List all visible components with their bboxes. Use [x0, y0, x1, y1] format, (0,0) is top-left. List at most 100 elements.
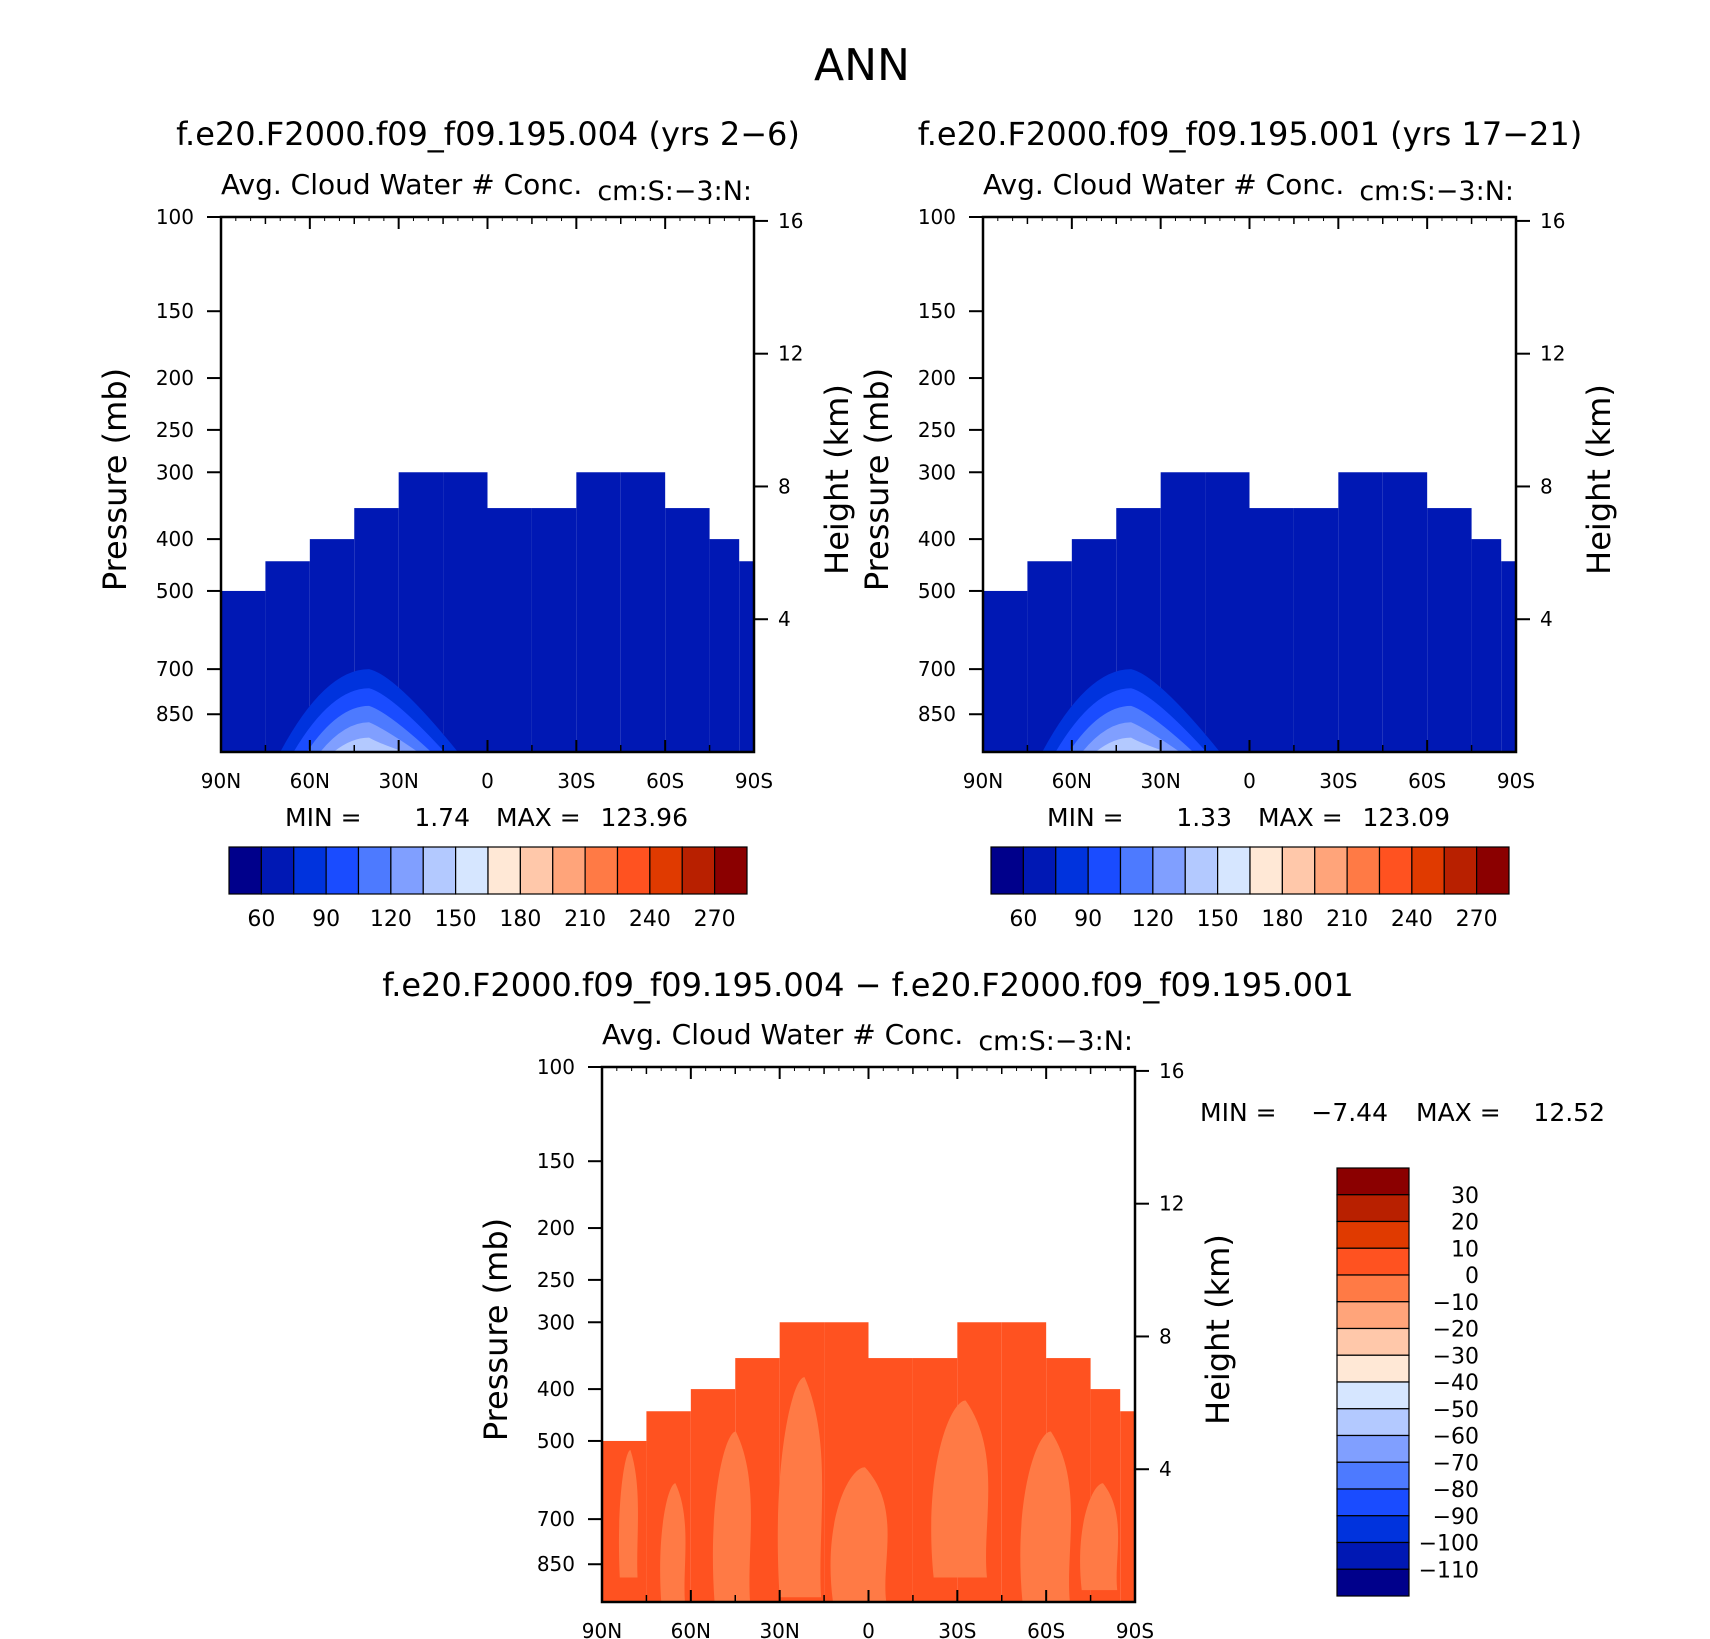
field-band [487, 508, 532, 752]
colorbar-label: −20 [1433, 1318, 1479, 1343]
colorbar-label: −60 [1433, 1425, 1479, 1450]
colorbar-swatch [487, 846, 521, 895]
y-right-axis-label: Height (km) [1580, 384, 1618, 575]
y-right-tick-label: 16 [1540, 209, 1565, 233]
colorbar-swatch [260, 846, 295, 895]
x-tick-label: 30S [938, 1619, 976, 1639]
colorbar-swatch [1336, 1327, 1410, 1356]
colorbar: 3020100−10−20−30−40−50−60−70−80−90−100−1… [1336, 1167, 1479, 1597]
y-tick-label: 850 [537, 1552, 575, 1576]
y-right-axis-label: Height (km) [1199, 1234, 1237, 1425]
x-tick-label: 30N [1140, 769, 1180, 793]
max-value: 123.96 [601, 803, 688, 832]
colorbar-label: 210 [1326, 907, 1368, 932]
chart-panel-1: 90N 60N 30N 0 30S 60S 90S 100 150 200 250 300 400 500… [96, 115, 856, 932]
colorbar-swatch [584, 846, 619, 895]
colorbar-swatch [1336, 1515, 1410, 1544]
chart-subtitle: Avg. Cloud Water # Conc. [221, 168, 582, 201]
colorbar-label: 180 [499, 907, 541, 932]
colorbar-swatch [681, 846, 716, 895]
x-tick-label: 60S [1408, 769, 1446, 793]
y-right-tick-label: 16 [1159, 1059, 1184, 1083]
field-band [576, 472, 621, 752]
contour-field [602, 1322, 1135, 1602]
field-contour-patch [660, 1483, 686, 1602]
y-tick-label: 100 [537, 1055, 575, 1079]
colorbar-swatch [1378, 846, 1413, 895]
y-tick-label: 500 [537, 1429, 575, 1453]
field-contour-patch [931, 1400, 989, 1578]
colorbar-label: 270 [694, 907, 736, 932]
colorbar-swatch [1022, 846, 1057, 895]
x-tick-label: 60S [646, 769, 684, 793]
y-right-tick-label: 8 [1540, 474, 1553, 498]
max-value: 12.52 [1533, 1098, 1605, 1127]
colorbar-swatch [325, 846, 360, 895]
y-axis-label: Pressure (mb) [858, 368, 896, 591]
y-right-tick-label: 12 [1159, 1192, 1184, 1216]
field-contour-patch [777, 1377, 823, 1598]
colorbar-swatch [1336, 1541, 1410, 1570]
y-tick-label: 400 [537, 1377, 575, 1401]
y-tick-label: 400 [156, 527, 194, 551]
chart-title: f.e20.F2000.f09_f09.195.004 (yrs 2−6) [176, 115, 800, 153]
colorbar-swatch [1336, 1568, 1410, 1597]
y-tick-label: 850 [156, 702, 194, 726]
y-tick-label: 150 [156, 299, 194, 323]
colorbar-swatch [228, 846, 262, 895]
colorbar-swatch [293, 846, 327, 895]
field-band [1205, 472, 1250, 752]
colorbar-swatch [1184, 846, 1219, 895]
x-tick-label: 0 [481, 769, 494, 793]
x-tick-label: 30N [759, 1619, 799, 1639]
field-band [1249, 508, 1294, 752]
y-right-tick-label: 4 [1159, 1457, 1172, 1481]
chart-panel-2: 90N 60N 30N 0 30S 60S 90S 100 150 200 250 300 400 500… [858, 115, 1618, 932]
field-core-contour [333, 737, 405, 752]
colorbar-swatch [1336, 1167, 1410, 1196]
colorbar-swatch [1476, 846, 1510, 895]
colorbar-label: 180 [1261, 907, 1303, 932]
colorbar-swatch [990, 846, 1024, 895]
units-label: cm:S:−3:N: [1359, 176, 1514, 207]
y-tick-label: 500 [156, 579, 194, 603]
min-label: MIN = [1047, 803, 1124, 832]
max-label: MAX = [1416, 1098, 1501, 1127]
x-tick-label: 90S [1116, 1619, 1154, 1639]
y-right-tick-label: 8 [1159, 1324, 1172, 1348]
y-tick-label: 400 [918, 527, 956, 551]
colorbar-label: 60 [1009, 907, 1037, 932]
y-tick-label: 200 [918, 366, 956, 390]
colorbar-swatch [1217, 846, 1251, 895]
colorbar-label: −100 [1419, 1532, 1479, 1557]
colorbar-swatch [422, 846, 457, 895]
colorbar-label: 30 [1451, 1184, 1479, 1209]
y-tick-label: 100 [156, 205, 194, 229]
field-band [709, 539, 740, 752]
colorbar-label: −70 [1433, 1451, 1479, 1476]
colorbar-label: −110 [1419, 1558, 1479, 1583]
x-tick-label: 30S [1319, 769, 1357, 793]
y-tick-label: 100 [918, 205, 956, 229]
colorbar-swatch [1055, 846, 1089, 895]
y-tick-label: 850 [918, 702, 956, 726]
field-band [1471, 539, 1502, 752]
colorbar-label: −50 [1433, 1398, 1479, 1423]
y-tick-label: 250 [156, 418, 194, 442]
y-tick-label: 250 [537, 1268, 575, 1292]
field-band [1293, 508, 1339, 752]
colorbar-label: −30 [1433, 1344, 1479, 1369]
colorbar-label: 240 [629, 907, 671, 932]
y-right-tick-label: 8 [778, 474, 791, 498]
y-tick-label: 150 [918, 299, 956, 323]
contour-field [983, 472, 1516, 752]
colorbar-swatch [1281, 846, 1316, 895]
colorbar-label: 120 [370, 907, 412, 932]
colorbar-swatch [1336, 1301, 1410, 1330]
field-contour-patch [1080, 1483, 1119, 1591]
y-right-tick-label: 16 [778, 209, 803, 233]
colorbar-label: 150 [1197, 907, 1239, 932]
min-value: 1.33 [1176, 803, 1232, 832]
field-band [221, 590, 266, 752]
